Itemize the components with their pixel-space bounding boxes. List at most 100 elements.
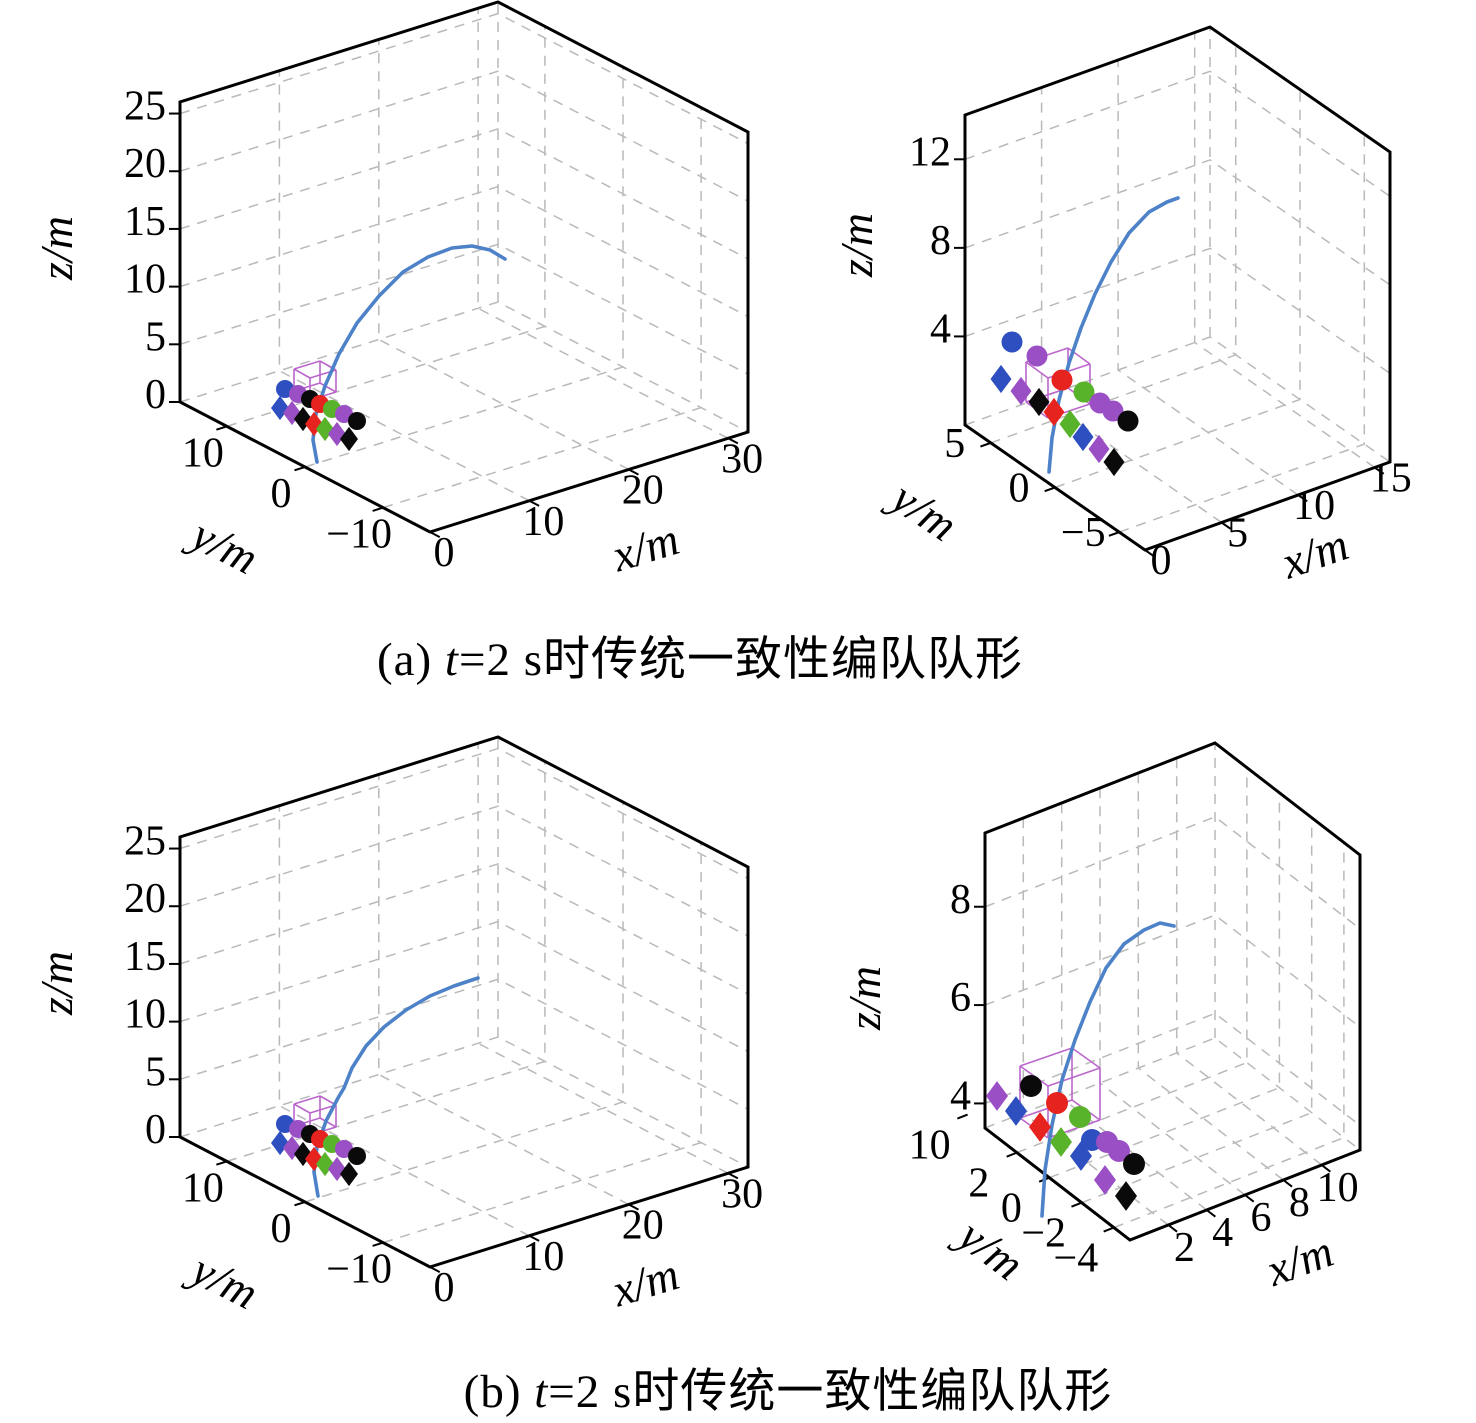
caption-a-text: =2 s时传统一致性编队队形 xyxy=(458,634,1024,686)
y-tick-mark xyxy=(1044,486,1056,493)
x-tick-mark xyxy=(1206,1209,1216,1218)
marker-diamond-black xyxy=(340,426,358,452)
grid-line xyxy=(179,185,749,318)
z-tick-label: 10 xyxy=(124,992,166,1038)
y-tick-label: −4 xyxy=(1054,1236,1099,1282)
grid-line xyxy=(1175,758,1323,1166)
marker-diamond-purple xyxy=(1010,376,1032,406)
y-tick-label: 0 xyxy=(1001,1186,1022,1232)
caption-b-variable: t xyxy=(534,1366,549,1418)
x-tick-mark xyxy=(528,499,540,507)
marker-diamond-blue xyxy=(271,395,289,421)
y-tick-mark xyxy=(1108,531,1120,537)
y-tick-mark xyxy=(956,1113,968,1120)
caption-b: (b) t=2 s时传统一致性编队队形 xyxy=(464,1352,1113,1421)
caption-b-text: =2 s时传统一致性编队队形 xyxy=(548,1366,1113,1418)
y-axis-label: y/m xyxy=(180,1242,266,1319)
z-tick-label: 12 xyxy=(909,129,951,175)
grid-line xyxy=(179,1036,749,1168)
marker-diamond-green xyxy=(1059,409,1081,439)
grid-line xyxy=(179,863,749,995)
marker-diamond-black xyxy=(1115,1181,1137,1211)
grid-line xyxy=(278,805,530,1237)
grid-line xyxy=(1054,89,1301,489)
axes-box xyxy=(963,25,1392,552)
grid-line xyxy=(226,761,546,1163)
z-tick-label: 5 xyxy=(145,314,166,360)
marker-circle-black xyxy=(1123,1153,1145,1175)
z-tick-label: 6 xyxy=(950,975,971,1021)
x-tick-label: 20 xyxy=(622,1203,664,1249)
caption-a: (a) t=2 s时传统一致性编队队形 xyxy=(377,620,1023,689)
grid-line xyxy=(382,107,702,509)
caption-b-prefix: (b) xyxy=(463,1366,535,1418)
marker-diamond-green xyxy=(316,416,334,442)
caption-a-prefix: (a) xyxy=(376,634,445,686)
x-tick-label: 30 xyxy=(721,1171,763,1217)
grid-line xyxy=(984,1012,1361,1126)
marker-diamond-purple xyxy=(1094,1165,1116,1195)
marker-circle-black xyxy=(1117,410,1139,432)
grid-line xyxy=(964,159,1391,286)
grid-line xyxy=(304,802,624,1203)
x-tick-label: 10 xyxy=(522,499,564,545)
marker-diamond-blue xyxy=(1070,1141,1092,1171)
x-tick-label: 30 xyxy=(721,436,763,482)
marker-diamond-black xyxy=(1103,447,1125,477)
y-tick-label: 0 xyxy=(271,471,292,517)
z-tick-label: 0 xyxy=(145,1107,166,1153)
grid-line xyxy=(477,743,729,1174)
grid-line xyxy=(378,39,630,471)
marker-diamond-purple xyxy=(328,421,346,447)
x-axis-label: x/m xyxy=(1274,518,1354,588)
grid-line xyxy=(179,128,749,260)
z-tick-label: 15 xyxy=(124,934,166,980)
marker-diamond-purple xyxy=(283,400,301,426)
y-tick-mark xyxy=(980,441,992,448)
marker-circle-black xyxy=(348,412,366,430)
x-tick-mark xyxy=(1374,466,1385,475)
z-tick-label: 20 xyxy=(124,876,166,922)
marker-circle-black xyxy=(348,1147,366,1165)
z-tick-label: 15 xyxy=(124,199,166,245)
y-tick-label: 0 xyxy=(271,1206,292,1252)
y-axis-label: y/m xyxy=(180,507,266,584)
y-tick-label: 10 xyxy=(909,1123,951,1169)
x-tick-mark xyxy=(628,468,639,476)
caption-a-variable: t xyxy=(444,634,459,686)
y-tick-label: 5 xyxy=(944,421,965,467)
grid-line xyxy=(179,978,749,1110)
x-tick-mark xyxy=(429,531,441,538)
z-tick-label: 4 xyxy=(950,1073,971,1119)
x-tick-label: 10 xyxy=(1317,1165,1359,1211)
x-tick-mark xyxy=(1244,1194,1255,1203)
x-tick-label: 6 xyxy=(1251,1195,1272,1241)
x-tick-mark xyxy=(727,1172,739,1180)
x-tick-mark xyxy=(1144,549,1155,558)
marker-diamond-black xyxy=(340,1161,358,1187)
marker-diamond-blue xyxy=(990,364,1012,394)
x-tick-label: 20 xyxy=(622,468,664,514)
y-tick-label: 2 xyxy=(968,1161,989,1207)
x-tick-label: 0 xyxy=(434,1265,455,1311)
grid-line xyxy=(1119,134,1366,533)
y-tick-mark xyxy=(294,466,306,472)
y-tick-mark xyxy=(1103,1226,1115,1233)
marker-circle-purple xyxy=(1102,400,1124,422)
grid-line xyxy=(179,747,749,880)
z-axis-label: z/m xyxy=(831,213,882,278)
x-tick-label: 10 xyxy=(1293,483,1335,529)
z-tick-label: 4 xyxy=(930,306,951,352)
trajectory-line xyxy=(1040,921,1176,1218)
grid-line xyxy=(179,12,749,145)
x-tick-label: 8 xyxy=(1289,1180,1310,1226)
grid-line xyxy=(964,247,1391,375)
marker-diamond-black xyxy=(1028,387,1050,417)
grid-line xyxy=(179,243,749,375)
grid-line xyxy=(990,44,1237,444)
x-tick-label: 0 xyxy=(434,530,455,576)
marker-diamond-blue xyxy=(1005,1096,1027,1126)
